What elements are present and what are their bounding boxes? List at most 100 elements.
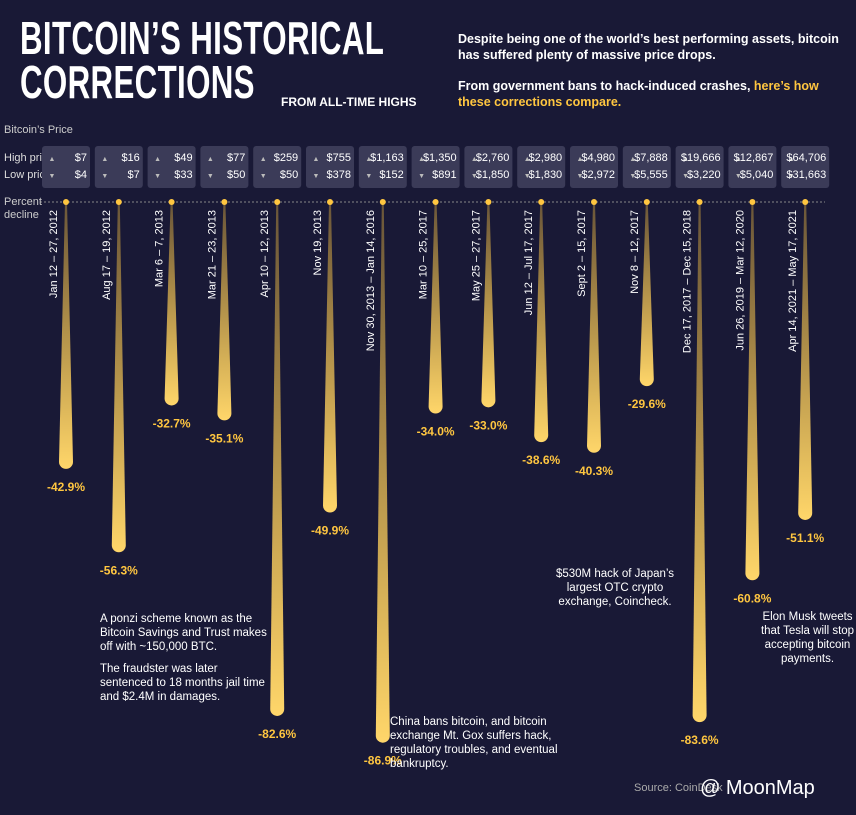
low-arrow: ▼ bbox=[577, 173, 584, 180]
annotation: $530M hack of Japan’s largest OTC crypto… bbox=[555, 568, 675, 608]
intro-2: From government bans to hack-induced cra… bbox=[458, 78, 848, 110]
high-price: $4,980 bbox=[581, 152, 615, 164]
high-arrow: ▲ bbox=[577, 156, 584, 163]
annotation: A ponzi scheme known as the Bitcoin Savi… bbox=[100, 613, 267, 653]
price-box bbox=[200, 146, 249, 188]
value-label: -83.6% bbox=[681, 733, 719, 747]
low-arrow: ▼ bbox=[49, 173, 56, 180]
high-price: $7 bbox=[75, 152, 87, 164]
date-label: Apr 14, 2021 – May 17, 2021 bbox=[787, 210, 799, 352]
price-label: Bitcoin’s Price bbox=[4, 124, 73, 136]
low-price: $378 bbox=[327, 169, 351, 181]
high-arrow: ▲ bbox=[524, 156, 531, 163]
date-label: Mar 10 – 25, 2017 bbox=[418, 210, 430, 299]
price-box bbox=[675, 146, 724, 188]
bar bbox=[587, 202, 601, 453]
high-price: $1,163 bbox=[370, 152, 404, 164]
high-arrow: ▲ bbox=[154, 156, 161, 163]
high-arrow: ▲ bbox=[260, 156, 267, 163]
high-price: $77 bbox=[227, 152, 245, 164]
bar bbox=[745, 202, 760, 581]
date-label: Mar 6 – 7, 2013 bbox=[154, 210, 166, 287]
value-label: -38.6% bbox=[522, 453, 560, 467]
bar bbox=[428, 202, 443, 414]
value-label: -49.9% bbox=[311, 523, 349, 537]
value-label: -33.0% bbox=[469, 418, 507, 432]
date-label: Jun 12 – Jul 17, 2017 bbox=[523, 210, 535, 315]
low-price: $3,220 bbox=[687, 169, 721, 181]
value-label: -56.3% bbox=[100, 563, 138, 577]
source: Source: CoinDesk bbox=[634, 782, 723, 794]
bar bbox=[639, 202, 654, 387]
price-box bbox=[253, 146, 302, 188]
low-arrow: ▼ bbox=[260, 173, 267, 180]
watermark: @ MoonMap bbox=[700, 777, 815, 799]
price-box bbox=[147, 146, 196, 188]
price-box bbox=[411, 146, 460, 188]
high-price: $7,888 bbox=[634, 152, 668, 164]
high-arrow: ▲ bbox=[418, 156, 425, 163]
value-label: -60.8% bbox=[733, 591, 771, 605]
bar bbox=[164, 202, 179, 406]
bar bbox=[323, 202, 337, 513]
bar bbox=[270, 202, 285, 716]
low-arrow: ▼ bbox=[154, 173, 161, 180]
date-label: Dec 17, 2017 – Dec 15, 2018 bbox=[682, 210, 694, 353]
annotation: Elon Musk tweets that Tesla will stop ac… bbox=[760, 611, 855, 665]
price-box bbox=[42, 146, 90, 188]
high-arrow: ▲ bbox=[471, 156, 478, 163]
high-price: $49 bbox=[174, 152, 192, 164]
low-price: $1,850 bbox=[476, 169, 510, 181]
date-label: Aug 17 – 19, 2012 bbox=[101, 210, 113, 300]
high-price: $16 bbox=[121, 152, 139, 164]
low-arrow: ▼ bbox=[682, 173, 689, 180]
subtitle: FROM ALL-TIME HIGHS bbox=[281, 95, 417, 109]
annotation: The fraudster was later sentenced to 18 … bbox=[100, 663, 265, 703]
high-price: $755 bbox=[327, 152, 351, 164]
date-label: Apr 10 – 12, 2013 bbox=[259, 210, 271, 297]
bar bbox=[798, 202, 813, 520]
high-price: $64,706 bbox=[786, 152, 826, 164]
date-label: May 25 – 27, 2017 bbox=[470, 210, 482, 301]
high-price: $2,980 bbox=[529, 152, 563, 164]
bar bbox=[692, 202, 707, 723]
value-label: -34.0% bbox=[417, 425, 455, 439]
price-box bbox=[464, 146, 513, 188]
price-box bbox=[94, 146, 143, 188]
low-price: $7 bbox=[128, 169, 140, 181]
bar bbox=[481, 202, 496, 408]
price-box bbox=[728, 146, 777, 188]
low-price: $50 bbox=[280, 169, 298, 181]
high-arrow: ▲ bbox=[735, 156, 742, 163]
date-label: Jun 26, 2019 – Mar 12, 2020 bbox=[734, 210, 746, 351]
intro: Despite being one of the world’s best pe… bbox=[458, 32, 839, 62]
low-arrow: ▼ bbox=[629, 173, 636, 180]
low-arrow: ▼ bbox=[207, 173, 214, 180]
price-box bbox=[570, 146, 618, 188]
low-price: $152 bbox=[379, 169, 403, 181]
low-arrow: ▼ bbox=[524, 173, 531, 180]
low-price: $1,830 bbox=[529, 169, 563, 181]
bar bbox=[217, 202, 232, 421]
low-arrow: ▼ bbox=[365, 173, 372, 180]
low-price: $33 bbox=[174, 169, 192, 181]
low-arrow: ▼ bbox=[418, 173, 425, 180]
low-arrow: ▼ bbox=[735, 173, 742, 180]
low-price: $4 bbox=[75, 169, 87, 181]
value-label: -86.9% bbox=[364, 754, 402, 768]
date-label: Nov 30, 2013 – Jan 14, 2016 bbox=[365, 210, 377, 351]
low-price: $31,663 bbox=[786, 169, 826, 181]
value-label: -32.7% bbox=[153, 416, 191, 430]
high-arrow: ▲ bbox=[207, 156, 214, 163]
price-box bbox=[306, 146, 354, 188]
low-price: $891 bbox=[432, 169, 456, 181]
low-price: $50 bbox=[227, 169, 245, 181]
price-box bbox=[622, 146, 671, 188]
value-label: -40.3% bbox=[575, 464, 613, 478]
date-label: Nov 19, 2013 bbox=[312, 210, 324, 275]
high-price: $12,867 bbox=[734, 152, 774, 164]
intro-2-text: From government bans to hack-induced cra… bbox=[458, 79, 751, 93]
low-arrow: ▼ bbox=[471, 173, 478, 180]
